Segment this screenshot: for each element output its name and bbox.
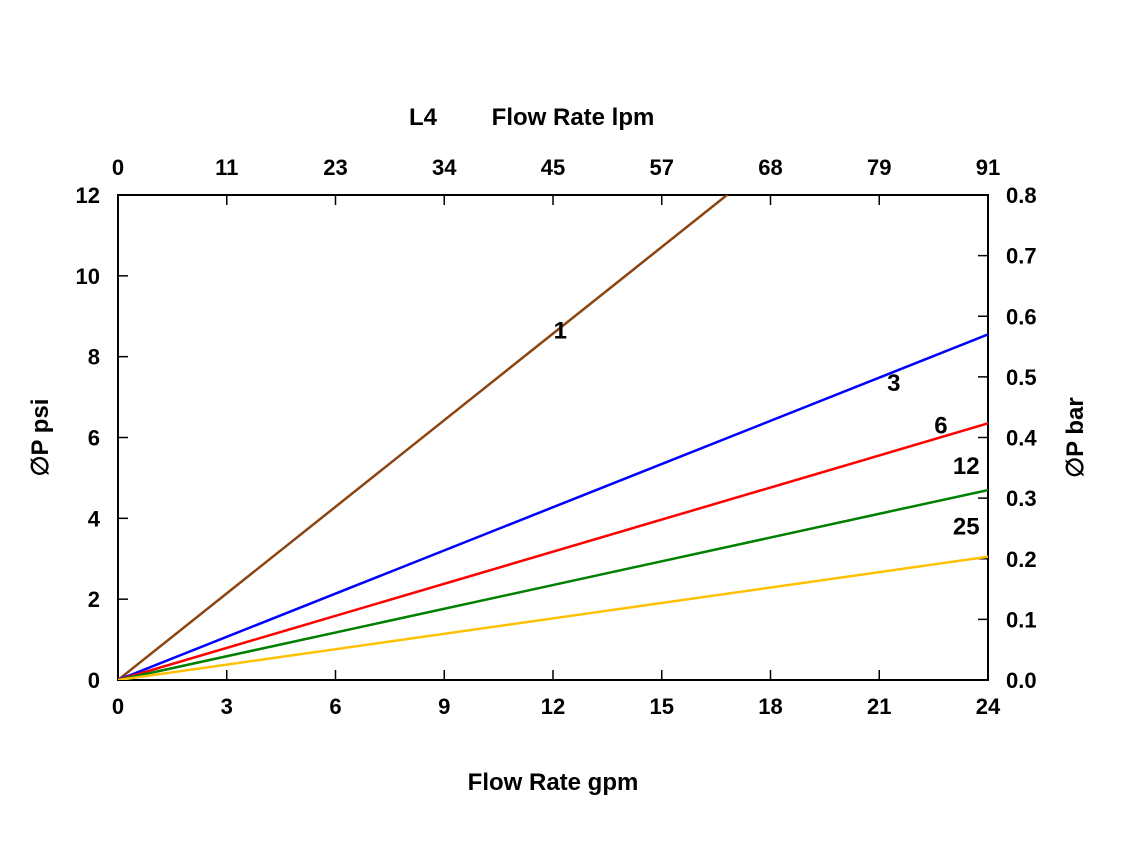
x-bottom-tick-label: 18: [758, 694, 782, 719]
x-top-tick-label: 0: [112, 155, 124, 180]
y-right-tick-label: 0.2: [1006, 547, 1037, 572]
x-top-tick-label: 34: [432, 155, 457, 180]
y-left-tick-label: 0: [88, 668, 100, 693]
x-top-tick-label: 11: [215, 155, 238, 180]
x-bottom-tick-label: 21: [867, 694, 891, 719]
x-top-axis-label: Flow Rate lpm: [492, 104, 655, 131]
y-right-tick-label: 0.0: [1006, 668, 1037, 693]
series-label-3: 3: [887, 370, 900, 397]
y-right-tick-label: 0.7: [1006, 244, 1037, 269]
y-left-axis-label: ∅P psi: [27, 399, 54, 477]
chart-container: 03691215182124Flow Rate gpm0112334455768…: [0, 0, 1140, 848]
x-bottom-axis-label: Flow Rate gpm: [468, 769, 639, 796]
y-left-tick-label: 8: [88, 345, 100, 370]
x-top-tick-label: 45: [541, 155, 565, 180]
x-top-tick-label: 57: [650, 155, 674, 180]
x-bottom-tick-label: 15: [650, 694, 674, 719]
series-label-12: 12: [953, 453, 980, 480]
y-right-axis-label: ∅P bar: [1062, 397, 1089, 478]
y-right-tick-label: 0.1: [1006, 607, 1037, 632]
y-left-tick-label: 2: [88, 587, 100, 612]
y-left-tick-label: 6: [88, 426, 100, 451]
y-left-tick-label: 12: [76, 183, 100, 208]
x-top-tick-label: 91: [976, 155, 1000, 180]
chart-svg: 03691215182124Flow Rate gpm0112334455768…: [0, 0, 1140, 848]
series-label-25: 25: [953, 514, 980, 541]
chart-title-prefix: L4: [409, 104, 438, 131]
x-bottom-tick-label: 3: [221, 694, 233, 719]
y-left-tick-label: 4: [88, 506, 101, 531]
y-right-tick-label: 0.6: [1006, 304, 1037, 329]
x-bottom-tick-label: 24: [976, 694, 1001, 719]
x-bottom-tick-label: 9: [438, 694, 450, 719]
y-right-tick-label: 0.8: [1006, 183, 1037, 208]
y-right-tick-label: 0.4: [1006, 426, 1037, 451]
y-right-tick-label: 0.5: [1006, 365, 1037, 390]
series-label-1: 1: [554, 317, 567, 344]
x-bottom-tick-label: 0: [112, 694, 124, 719]
x-bottom-tick-label: 6: [329, 694, 341, 719]
y-left-tick-label: 10: [76, 264, 100, 289]
x-top-tick-label: 23: [323, 155, 347, 180]
y-right-tick-label: 0.3: [1006, 486, 1037, 511]
series-label-6: 6: [934, 412, 947, 439]
x-bottom-tick-label: 12: [541, 694, 565, 719]
x-top-tick-label: 79: [867, 155, 891, 180]
x-top-tick-label: 68: [758, 155, 782, 180]
